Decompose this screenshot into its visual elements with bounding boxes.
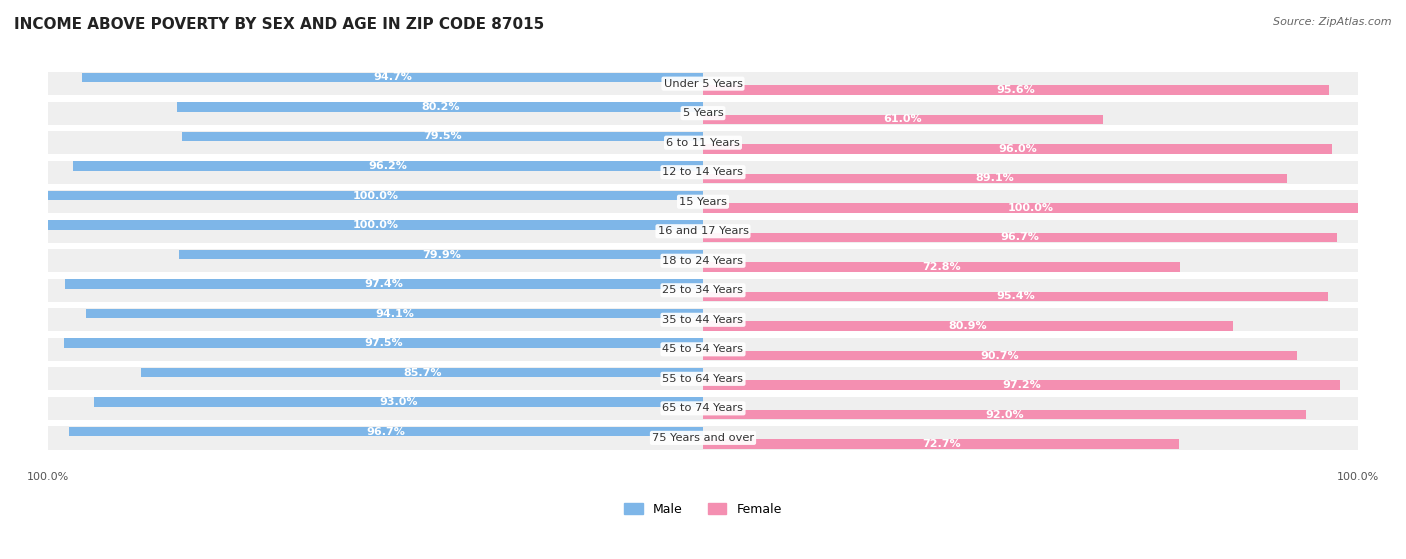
Text: 72.8%: 72.8% [922, 262, 960, 272]
Bar [703, 410, 1306, 419]
Bar [48, 338, 1358, 361]
Bar [703, 351, 1298, 360]
Text: 93.0%: 93.0% [380, 397, 418, 407]
Text: 55 to 64 Years: 55 to 64 Years [662, 374, 744, 384]
Bar [48, 190, 1358, 214]
Bar [703, 85, 1330, 94]
Bar [48, 278, 1358, 302]
Bar [48, 397, 1358, 420]
Text: 72.7%: 72.7% [922, 439, 960, 449]
Text: Under 5 Years: Under 5 Years [664, 79, 742, 89]
Text: 97.5%: 97.5% [364, 338, 404, 348]
Bar [48, 220, 1358, 243]
Bar [69, 427, 703, 437]
Text: 5 Years: 5 Years [683, 108, 723, 118]
Bar [48, 160, 1358, 184]
Bar [48, 367, 1358, 391]
Text: 100.0%: 100.0% [353, 191, 398, 201]
Text: 65 to 74 Years: 65 to 74 Years [662, 404, 744, 413]
Text: 96.0%: 96.0% [998, 144, 1036, 154]
Bar [703, 439, 1180, 449]
Text: 90.7%: 90.7% [981, 350, 1019, 361]
Text: 94.1%: 94.1% [375, 309, 415, 319]
Bar [703, 292, 1329, 301]
Text: 100.0%: 100.0% [1008, 203, 1053, 213]
Text: 80.2%: 80.2% [420, 102, 460, 112]
Bar [48, 72, 1358, 95]
Bar [48, 308, 1358, 331]
Text: 25 to 34 Years: 25 to 34 Years [662, 285, 744, 295]
Bar [48, 426, 1358, 449]
Bar [703, 233, 1337, 242]
Bar [48, 131, 1358, 154]
Bar [48, 220, 703, 230]
Bar [177, 102, 703, 112]
Text: 95.4%: 95.4% [997, 291, 1035, 301]
Bar [94, 397, 703, 407]
Text: 92.0%: 92.0% [986, 410, 1024, 420]
Text: 79.5%: 79.5% [423, 131, 461, 141]
Text: 45 to 54 Years: 45 to 54 Years [662, 344, 744, 354]
Legend: Male, Female: Male, Female [619, 498, 787, 520]
Bar [703, 380, 1340, 390]
Text: 80.9%: 80.9% [949, 321, 987, 331]
Text: 16 and 17 Years: 16 and 17 Years [658, 226, 748, 236]
Text: 94.7%: 94.7% [374, 73, 412, 82]
Text: 75 Years and over: 75 Years and over [652, 433, 754, 443]
Bar [48, 102, 1358, 125]
Text: INCOME ABOVE POVERTY BY SEX AND AGE IN ZIP CODE 87015: INCOME ABOVE POVERTY BY SEX AND AGE IN Z… [14, 17, 544, 32]
Text: 100.0%: 100.0% [353, 220, 398, 230]
Text: 96.2%: 96.2% [368, 161, 408, 171]
Bar [142, 368, 703, 377]
Bar [48, 191, 703, 200]
Bar [48, 249, 1358, 272]
Bar [65, 338, 703, 348]
Text: 96.7%: 96.7% [367, 427, 405, 437]
Text: 15 Years: 15 Years [679, 197, 727, 207]
Bar [183, 132, 703, 141]
Bar [180, 250, 703, 259]
Text: 95.6%: 95.6% [997, 85, 1036, 95]
Text: 18 to 24 Years: 18 to 24 Years [662, 256, 744, 266]
Text: Source: ZipAtlas.com: Source: ZipAtlas.com [1274, 17, 1392, 27]
Bar [65, 280, 703, 289]
Bar [83, 73, 703, 82]
Bar [703, 144, 1331, 154]
Bar [73, 162, 703, 170]
Text: 100.0%: 100.0% [27, 472, 69, 482]
Text: 35 to 44 Years: 35 to 44 Years [662, 315, 744, 325]
Bar [703, 203, 1358, 212]
Bar [703, 321, 1233, 331]
Text: 79.9%: 79.9% [422, 249, 461, 259]
Text: 100.0%: 100.0% [1337, 472, 1379, 482]
Text: 97.4%: 97.4% [364, 279, 404, 289]
Text: 96.7%: 96.7% [1001, 233, 1039, 243]
Text: 61.0%: 61.0% [883, 115, 922, 124]
Bar [703, 262, 1180, 272]
Bar [86, 309, 703, 318]
Text: 12 to 14 Years: 12 to 14 Years [662, 167, 744, 177]
Bar [703, 174, 1286, 183]
Text: 85.7%: 85.7% [404, 368, 441, 378]
Bar [703, 115, 1102, 124]
Text: 6 to 11 Years: 6 to 11 Years [666, 138, 740, 148]
Text: 97.2%: 97.2% [1002, 380, 1040, 390]
Text: 89.1%: 89.1% [976, 173, 1014, 183]
